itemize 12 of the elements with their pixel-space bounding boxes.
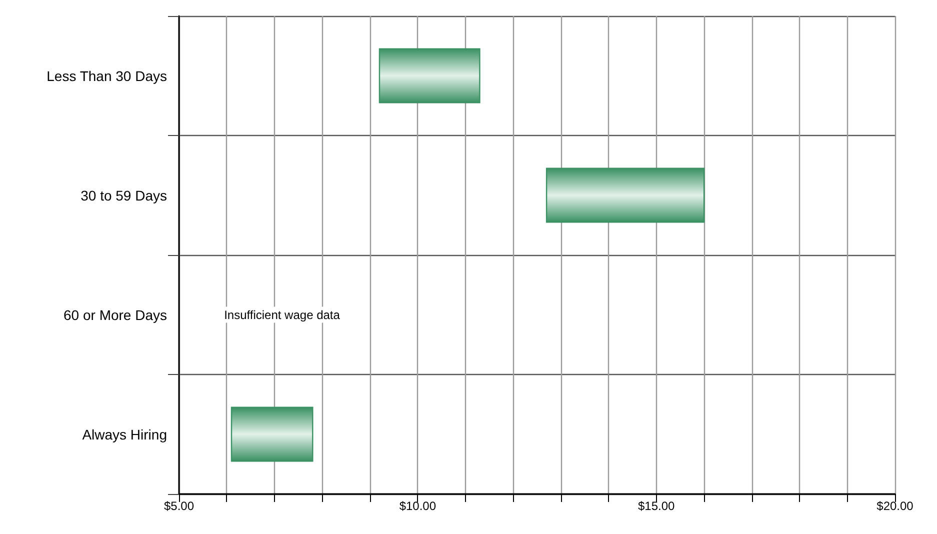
bar [378, 48, 480, 104]
y-tick-label: Always Hiring [82, 426, 167, 442]
y-tick-label: 30 to 59 Days [80, 187, 167, 204]
x-tick-label: $10.00 [399, 499, 436, 513]
x-tick-label: $20.00 [876, 499, 914, 513]
x-tick-label: $5.00 [164, 499, 194, 513]
x-tick-label: $15.00 [638, 499, 676, 513]
bar [230, 406, 314, 462]
annotation: Insufficient wage data [224, 308, 340, 322]
bar [546, 168, 705, 223]
y-tick-label: Less Than 30 Days [46, 68, 167, 84]
y-tick-label: 60 or More Days [64, 306, 167, 323]
